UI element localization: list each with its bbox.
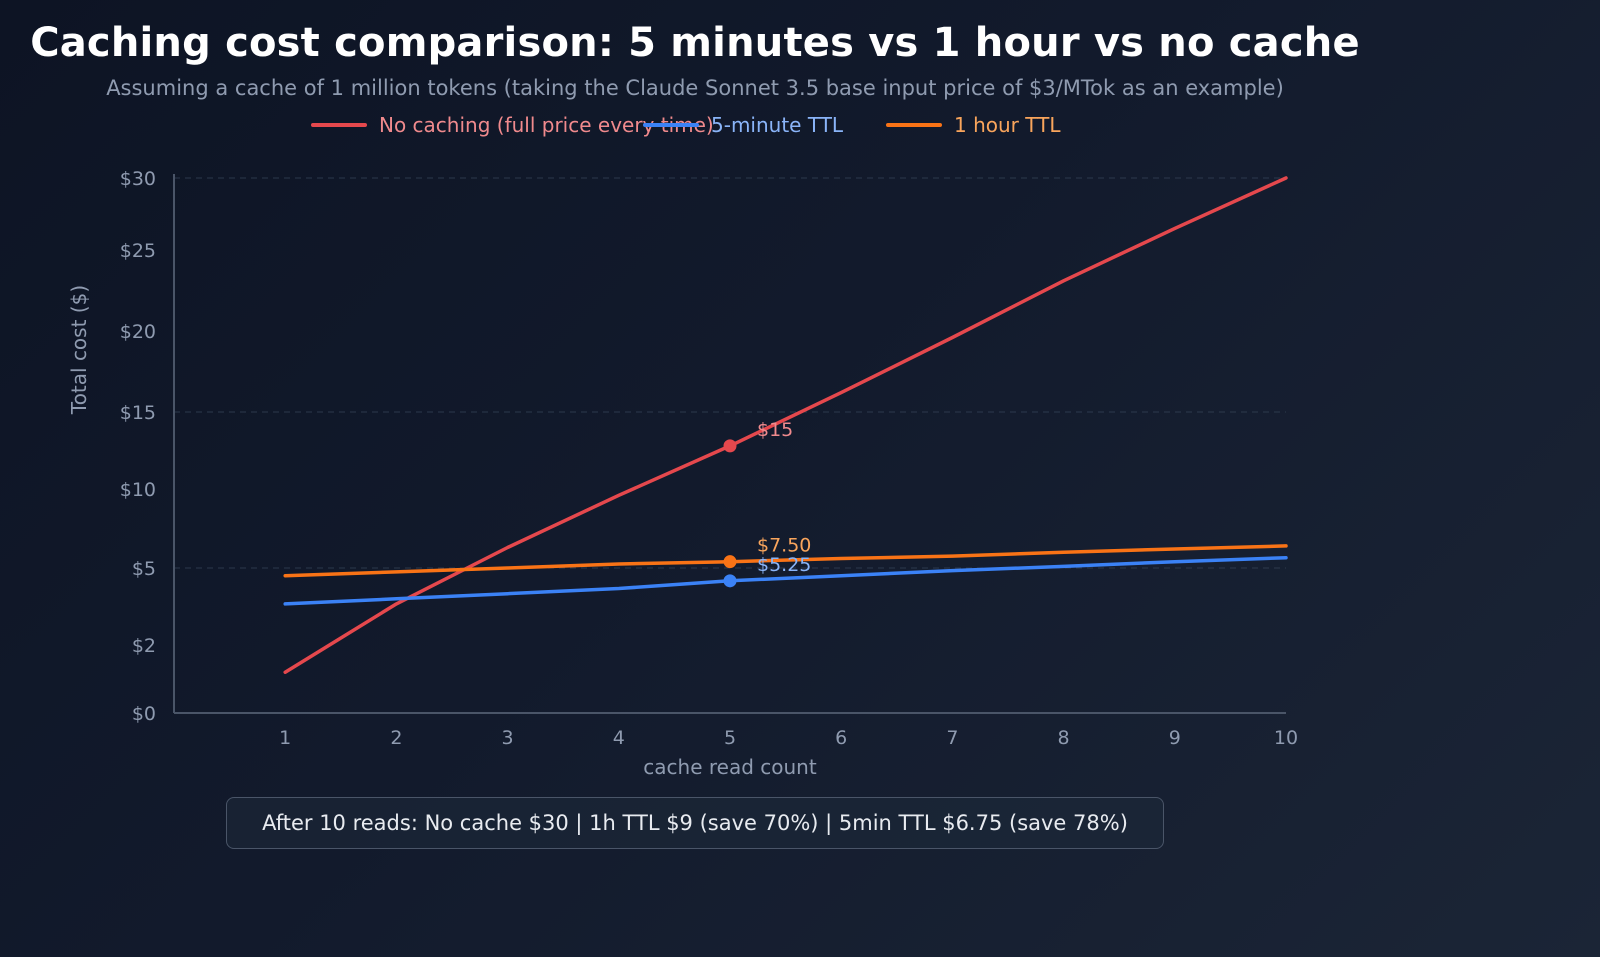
legend-label: 5-minute TTL — [711, 113, 844, 137]
y-tick-label: $2 — [132, 635, 156, 657]
data-label: $5.25 — [757, 554, 811, 576]
data-point-marker — [723, 555, 737, 569]
y-axis-title: Total cost ($) — [67, 285, 91, 415]
x-tick-label: 1 — [279, 727, 291, 749]
data-label: $15 — [757, 419, 793, 441]
chart-title: Caching cost comparison: 5 minutes vs 1 … — [30, 20, 1360, 66]
x-tick-label: 6 — [835, 727, 847, 749]
y-tick-label: $15 — [120, 402, 156, 424]
y-tick-label: $20 — [120, 321, 156, 343]
x-tick-label: 7 — [946, 727, 958, 749]
x-tick-label: 3 — [502, 727, 514, 749]
x-tick-label: 5 — [724, 727, 736, 749]
y-tick-label: $25 — [120, 240, 156, 262]
summary-box: After 10 reads: No cache $30 | 1h TTL $9… — [226, 797, 1164, 849]
x-tick-label: 4 — [613, 727, 625, 749]
data-label: $7.50 — [757, 535, 811, 557]
series-line-2 — [283, 544, 1288, 578]
chart-subtitle: Assuming a cache of 1 million tokens (ta… — [106, 76, 1284, 100]
legend-label: 1 hour TTL — [954, 113, 1061, 137]
x-tick-label: 9 — [1169, 727, 1181, 749]
y-tick-label: $10 — [120, 479, 156, 501]
x-tick-label: 2 — [390, 727, 402, 749]
x-axis-title: cache read count — [643, 755, 817, 779]
data-point-marker — [723, 439, 737, 453]
y-tick-label: $5 — [132, 558, 156, 580]
y-tick-label: $0 — [132, 703, 156, 725]
x-tick-label: 8 — [1058, 727, 1070, 749]
y-tick-label: $30 — [120, 168, 156, 190]
x-tick-label: 10 — [1274, 727, 1298, 749]
series-line-1 — [283, 555, 1288, 606]
series-line-0 — [283, 176, 1288, 674]
data-point-marker — [723, 574, 737, 588]
